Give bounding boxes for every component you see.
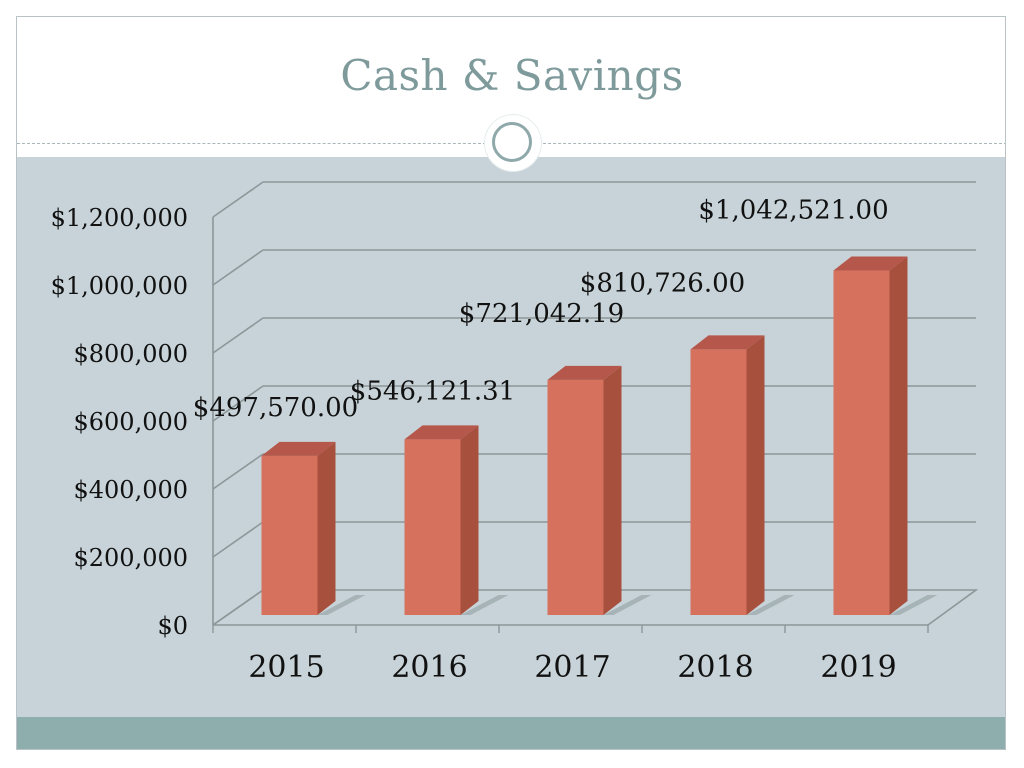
bar [404,439,461,615]
y-tick-label: $400,000 [73,476,188,504]
x-category-label: 2018 [677,650,753,685]
data-label: $1,042,521.00 [698,196,888,226]
gridline-side [212,317,264,354]
bar-shadow [317,595,366,615]
gridline-side [212,385,264,422]
slide-title: Cash & Savings [340,51,684,100]
y-tick-label: $0 [157,612,188,640]
footer-band [17,717,1005,749]
bar [547,379,604,615]
bar-top [547,365,622,380]
bar-shadow [460,595,509,615]
gridline-side [212,181,264,218]
circle-ornament-ring [492,122,532,162]
bar [261,455,318,615]
data-label: $546,121.31 [350,376,515,406]
bar-top [690,335,765,350]
gridline-side [212,521,264,558]
data-label: $497,570.00 [193,393,358,423]
y-tick-label: $200,000 [73,544,188,572]
y-tick-label: $1,000,000 [51,272,188,300]
y-tick-label: $1,200,000 [51,204,188,232]
data-label: $810,726.00 [580,268,745,298]
data-label: $721,042.19 [459,299,624,329]
bar [833,270,890,615]
bar [690,349,747,615]
y-tick-label: $800,000 [73,340,188,368]
bar-side [317,441,336,615]
bar-side [603,365,622,615]
x-category-label: 2015 [248,650,324,685]
bar-side [460,425,479,615]
circle-ornament-icon [485,115,541,171]
bar-top [833,256,908,271]
x-category-label: 2016 [391,650,467,685]
y-tick-label: $600,000 [73,408,188,436]
x-category-label: 2017 [534,650,610,685]
x-category-label: 2019 [820,650,896,685]
bar-top [404,425,479,440]
bar-top [261,441,336,456]
bar-shadow [746,595,795,615]
gridline-side [212,453,264,490]
bar-shadow [889,595,938,615]
gridline-side [212,249,264,286]
bar-shadow [603,595,652,615]
bar-side [746,335,765,615]
bar-side [889,256,908,615]
